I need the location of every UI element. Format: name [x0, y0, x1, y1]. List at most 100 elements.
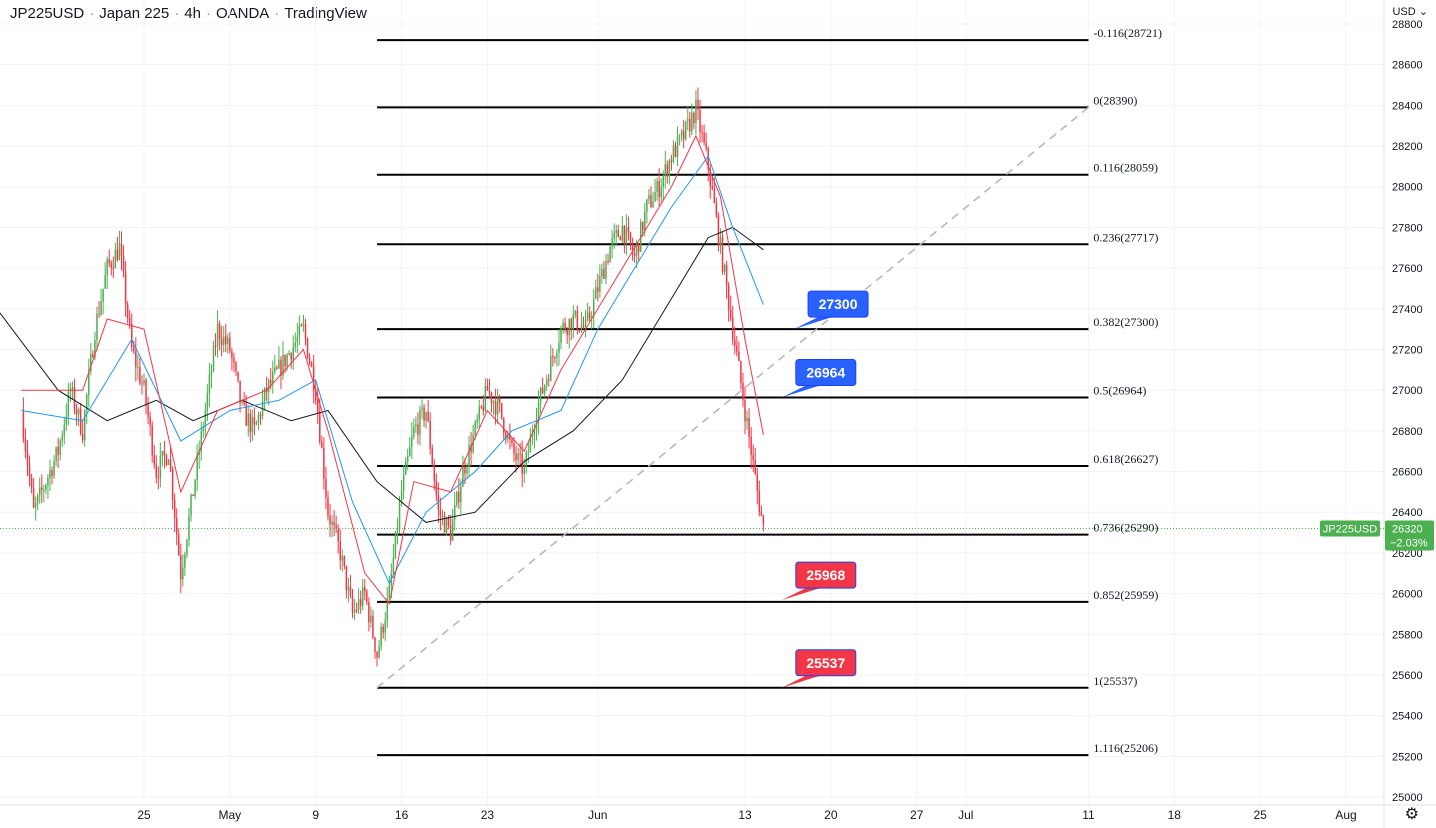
candle-body: [218, 323, 221, 340]
candle-body: [175, 517, 178, 535]
candle-body: [415, 424, 417, 427]
candle-body: [86, 394, 88, 411]
candle-body: [59, 440, 61, 455]
y-tick-label: 28200: [1392, 141, 1423, 153]
candle-body: [580, 325, 583, 331]
candle-body: [539, 387, 542, 403]
candle-body: [503, 418, 505, 434]
symbol-badge-label: JP225USD: [1323, 523, 1377, 535]
candle-body: [680, 130, 683, 136]
candle-body: [317, 400, 319, 413]
candle-body: [498, 398, 501, 403]
chevron-down-icon: ⌄: [1418, 6, 1428, 18]
candle-body: [458, 491, 460, 503]
candle-body: [725, 264, 728, 286]
candle-body: [169, 459, 172, 470]
candle-body: [611, 238, 613, 248]
y-tick-label: 27600: [1392, 263, 1423, 275]
candle-body: [196, 455, 198, 481]
candle-body: [180, 555, 182, 580]
candle-body: [245, 403, 247, 426]
candle-body: [276, 367, 278, 369]
candle-body: [637, 244, 640, 252]
candle-body: [490, 392, 493, 404]
symbol-label[interactable]: JP225USD: [10, 5, 85, 22]
candle-body: [190, 494, 192, 516]
candle-body: [678, 135, 681, 137]
candle-body: [370, 615, 372, 623]
candle-body: [139, 366, 141, 384]
price-badge: [1385, 520, 1434, 551]
candle-body: [746, 417, 748, 422]
candle-body: [543, 385, 546, 394]
currency-label: USD: [1392, 6, 1416, 18]
interval-label[interactable]: 4h: [184, 5, 201, 22]
candle-body: [292, 346, 294, 360]
candle-body: [431, 448, 433, 466]
candle-body: [568, 318, 570, 336]
y-tick-label: 28800: [1392, 19, 1423, 31]
candle-body: [533, 431, 536, 436]
candle-body: [366, 591, 368, 603]
callout-pointer: [781, 588, 820, 601]
candle-body: [721, 236, 724, 272]
platform-label: TradingView: [284, 5, 367, 22]
y-tick-label: 27000: [1392, 385, 1423, 397]
currency-selector[interactable]: USD ⌄: [1392, 5, 1428, 18]
candles: [22, 87, 765, 667]
gear-icon[interactable]: ⚙: [1404, 806, 1419, 823]
candle-body: [79, 408, 82, 434]
candle-body: [406, 456, 409, 462]
candle-body: [378, 646, 380, 658]
x-tick-label: 11: [1082, 808, 1095, 822]
candle-body: [413, 426, 415, 437]
candle-body: [656, 180, 658, 193]
candle-body: [75, 409, 78, 415]
candle-body: [210, 371, 213, 375]
y-tick-label: 26800: [1392, 426, 1423, 438]
candle-body: [186, 539, 188, 555]
candle-body: [742, 382, 744, 401]
candle-body: [644, 211, 646, 231]
candle-body: [590, 316, 593, 319]
candle-body: [361, 587, 364, 606]
fib-label: 1(25537): [1093, 674, 1137, 688]
candle-body: [382, 626, 384, 633]
candle-body: [554, 357, 556, 359]
candle-body: [43, 489, 45, 491]
candle-body: [572, 314, 575, 330]
candle-body: [456, 491, 458, 505]
candle-body: [711, 186, 714, 190]
candle-body: [582, 325, 585, 328]
x-tick-label: 16: [395, 808, 409, 822]
candle-body: [272, 371, 274, 384]
x-tick-label: 18: [1168, 808, 1182, 822]
x-tick-label: Aug: [1335, 808, 1356, 822]
candle-body: [513, 443, 515, 454]
candle-body: [744, 400, 746, 422]
candle-body: [165, 455, 168, 465]
candle-body: [345, 565, 348, 591]
candle-body: [55, 447, 57, 462]
candle-body: [603, 268, 605, 279]
candle-body: [133, 346, 135, 352]
candle-body: [108, 259, 110, 264]
candle-body: [719, 236, 722, 245]
candle-body: [731, 317, 734, 340]
candle-body: [631, 245, 634, 254]
candle-body: [633, 253, 636, 256]
candle-body: [104, 275, 106, 289]
candle-body: [24, 438, 27, 451]
candle-body: [314, 391, 317, 401]
candle-body: [63, 424, 66, 436]
candle-body: [691, 112, 693, 132]
candle-body: [408, 446, 411, 457]
candle-body: [736, 345, 738, 352]
candle-body: [51, 470, 53, 477]
candle-body: [466, 467, 468, 474]
candle-body: [400, 491, 403, 504]
candle-body: [351, 595, 354, 613]
candle-body: [619, 237, 622, 241]
